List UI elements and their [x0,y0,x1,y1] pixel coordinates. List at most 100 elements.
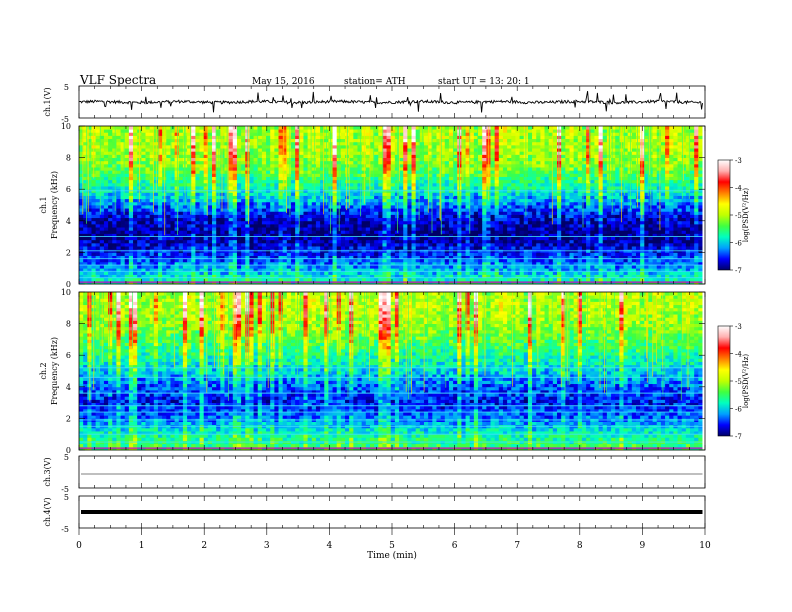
spectrogram-cell [157,182,163,187]
spectrogram-cell [665,208,670,212]
spectrogram-cell [498,223,504,228]
spectrogram-cell [640,261,645,266]
spectrogram-cell [378,239,383,244]
spectrogram-cell [515,258,520,263]
spectrogram-cell [569,186,575,190]
spectrogram-cell [507,220,512,225]
spectrogram-cell [681,261,687,266]
spectrogram-cell [694,246,699,250]
spectrogram-cell [282,271,288,275]
spectrogram-cell [586,214,591,219]
spectrogram-cell [469,214,475,219]
spectrogram-cell [328,233,333,237]
spectrogram-cell [656,195,662,200]
spectrogram-cell [295,220,300,225]
spectrogram-cell [382,205,387,209]
spectrogram-cell [286,220,292,225]
spectrogram-cell [266,246,271,250]
spectrogram-cell [627,186,633,190]
spectrogram-cell [216,252,221,256]
spectrogram-cell [103,274,109,279]
spectrogram-cell [428,208,433,212]
spectrogram-cell [149,277,155,282]
spectrogram-cell [266,233,271,237]
spectrogram-cell [494,277,500,282]
spectrogram-cell [644,277,649,282]
spectrogram-cell [79,217,84,222]
spectrogram-cell [619,223,624,228]
spectrogram-cell [299,217,304,222]
spectrogram-cell [220,268,225,272]
spectrogram-cell [390,268,396,272]
spectrogram-cell [640,211,645,215]
spectrogram-cell [195,246,200,250]
spectrogram-cell [241,208,246,212]
spectrogram-cell [498,242,504,247]
spectrogram-cell [390,230,396,234]
spectrogram-cell [681,277,687,282]
spectrogram-cell [473,277,479,282]
spectrogram-cell [315,198,321,203]
spectrogram-cell [91,205,97,209]
spectrogram-cell [469,265,475,269]
spectrogram-cell [602,252,608,256]
spectrogram-cell [685,214,691,219]
spectrogram-cell [652,217,658,222]
spectrogram-cell [83,198,88,203]
spectrogram-cell [540,205,545,209]
spectrogram-cell [494,252,500,256]
spectrogram-cell [116,277,121,282]
spectrogram-cell [216,236,221,241]
spectrogram-cell [573,223,579,228]
spectrogram-cell [378,179,383,184]
spectrogram-cell [91,211,97,215]
spectrogram-cell [611,195,616,200]
spectrogram-cell [103,198,109,203]
spectrogram-cell [669,182,674,187]
spectrogram-cell [419,277,425,282]
spectrogram-cell [407,179,412,184]
spectrogram-cell [586,246,591,250]
spectrogram-cell [357,223,363,228]
spectrogram-cell [232,242,238,247]
spectrogram-cell [440,274,446,279]
spectrogram-cell [182,265,188,269]
spectrogram-cell [694,227,699,231]
spectrogram-cell [478,274,483,279]
spectrogram-cell [245,201,250,206]
spectrogram-cell [103,236,109,241]
spectrogram-cell [108,201,113,206]
spectrogram-cell [482,252,487,256]
spectrogram-cell [141,208,146,212]
spectrogram-cell [540,242,545,247]
spectrogram-cell [656,227,662,231]
spectrogram-cell [274,208,279,212]
spectrogram-cell [266,239,271,244]
spectrogram-cell [436,179,442,184]
spectrogram-cell [278,258,284,263]
spectrogram-cell [286,271,292,275]
spectrogram-cell [374,186,379,190]
spectrogram-cell [212,246,217,250]
spectrogram-cell [652,261,658,266]
spectrogram-cell [361,205,367,209]
spectrogram-cell [212,201,217,206]
spectrogram-cell [162,239,167,244]
spectrogram-cell [586,205,591,209]
spectrogram-cell [590,277,595,282]
spectrogram-cell [203,236,209,241]
spectrogram-cell [286,192,292,196]
spectrogram-cell [124,220,130,225]
spectrogram-cell [627,261,633,266]
spectrogram-cell [120,258,126,263]
spectrogram-cell [270,255,275,260]
spectrogram-cell [274,220,279,225]
spectrogram-cell [307,271,313,275]
spectrogram-cell [374,252,379,256]
spectrogram-cell [299,265,304,269]
spectrogram-cell [353,252,358,256]
spectrogram-cell [565,201,570,206]
spectrogram-cell [611,271,616,275]
spectrogram-cell [178,230,184,234]
spectrogram-cell [112,268,117,272]
